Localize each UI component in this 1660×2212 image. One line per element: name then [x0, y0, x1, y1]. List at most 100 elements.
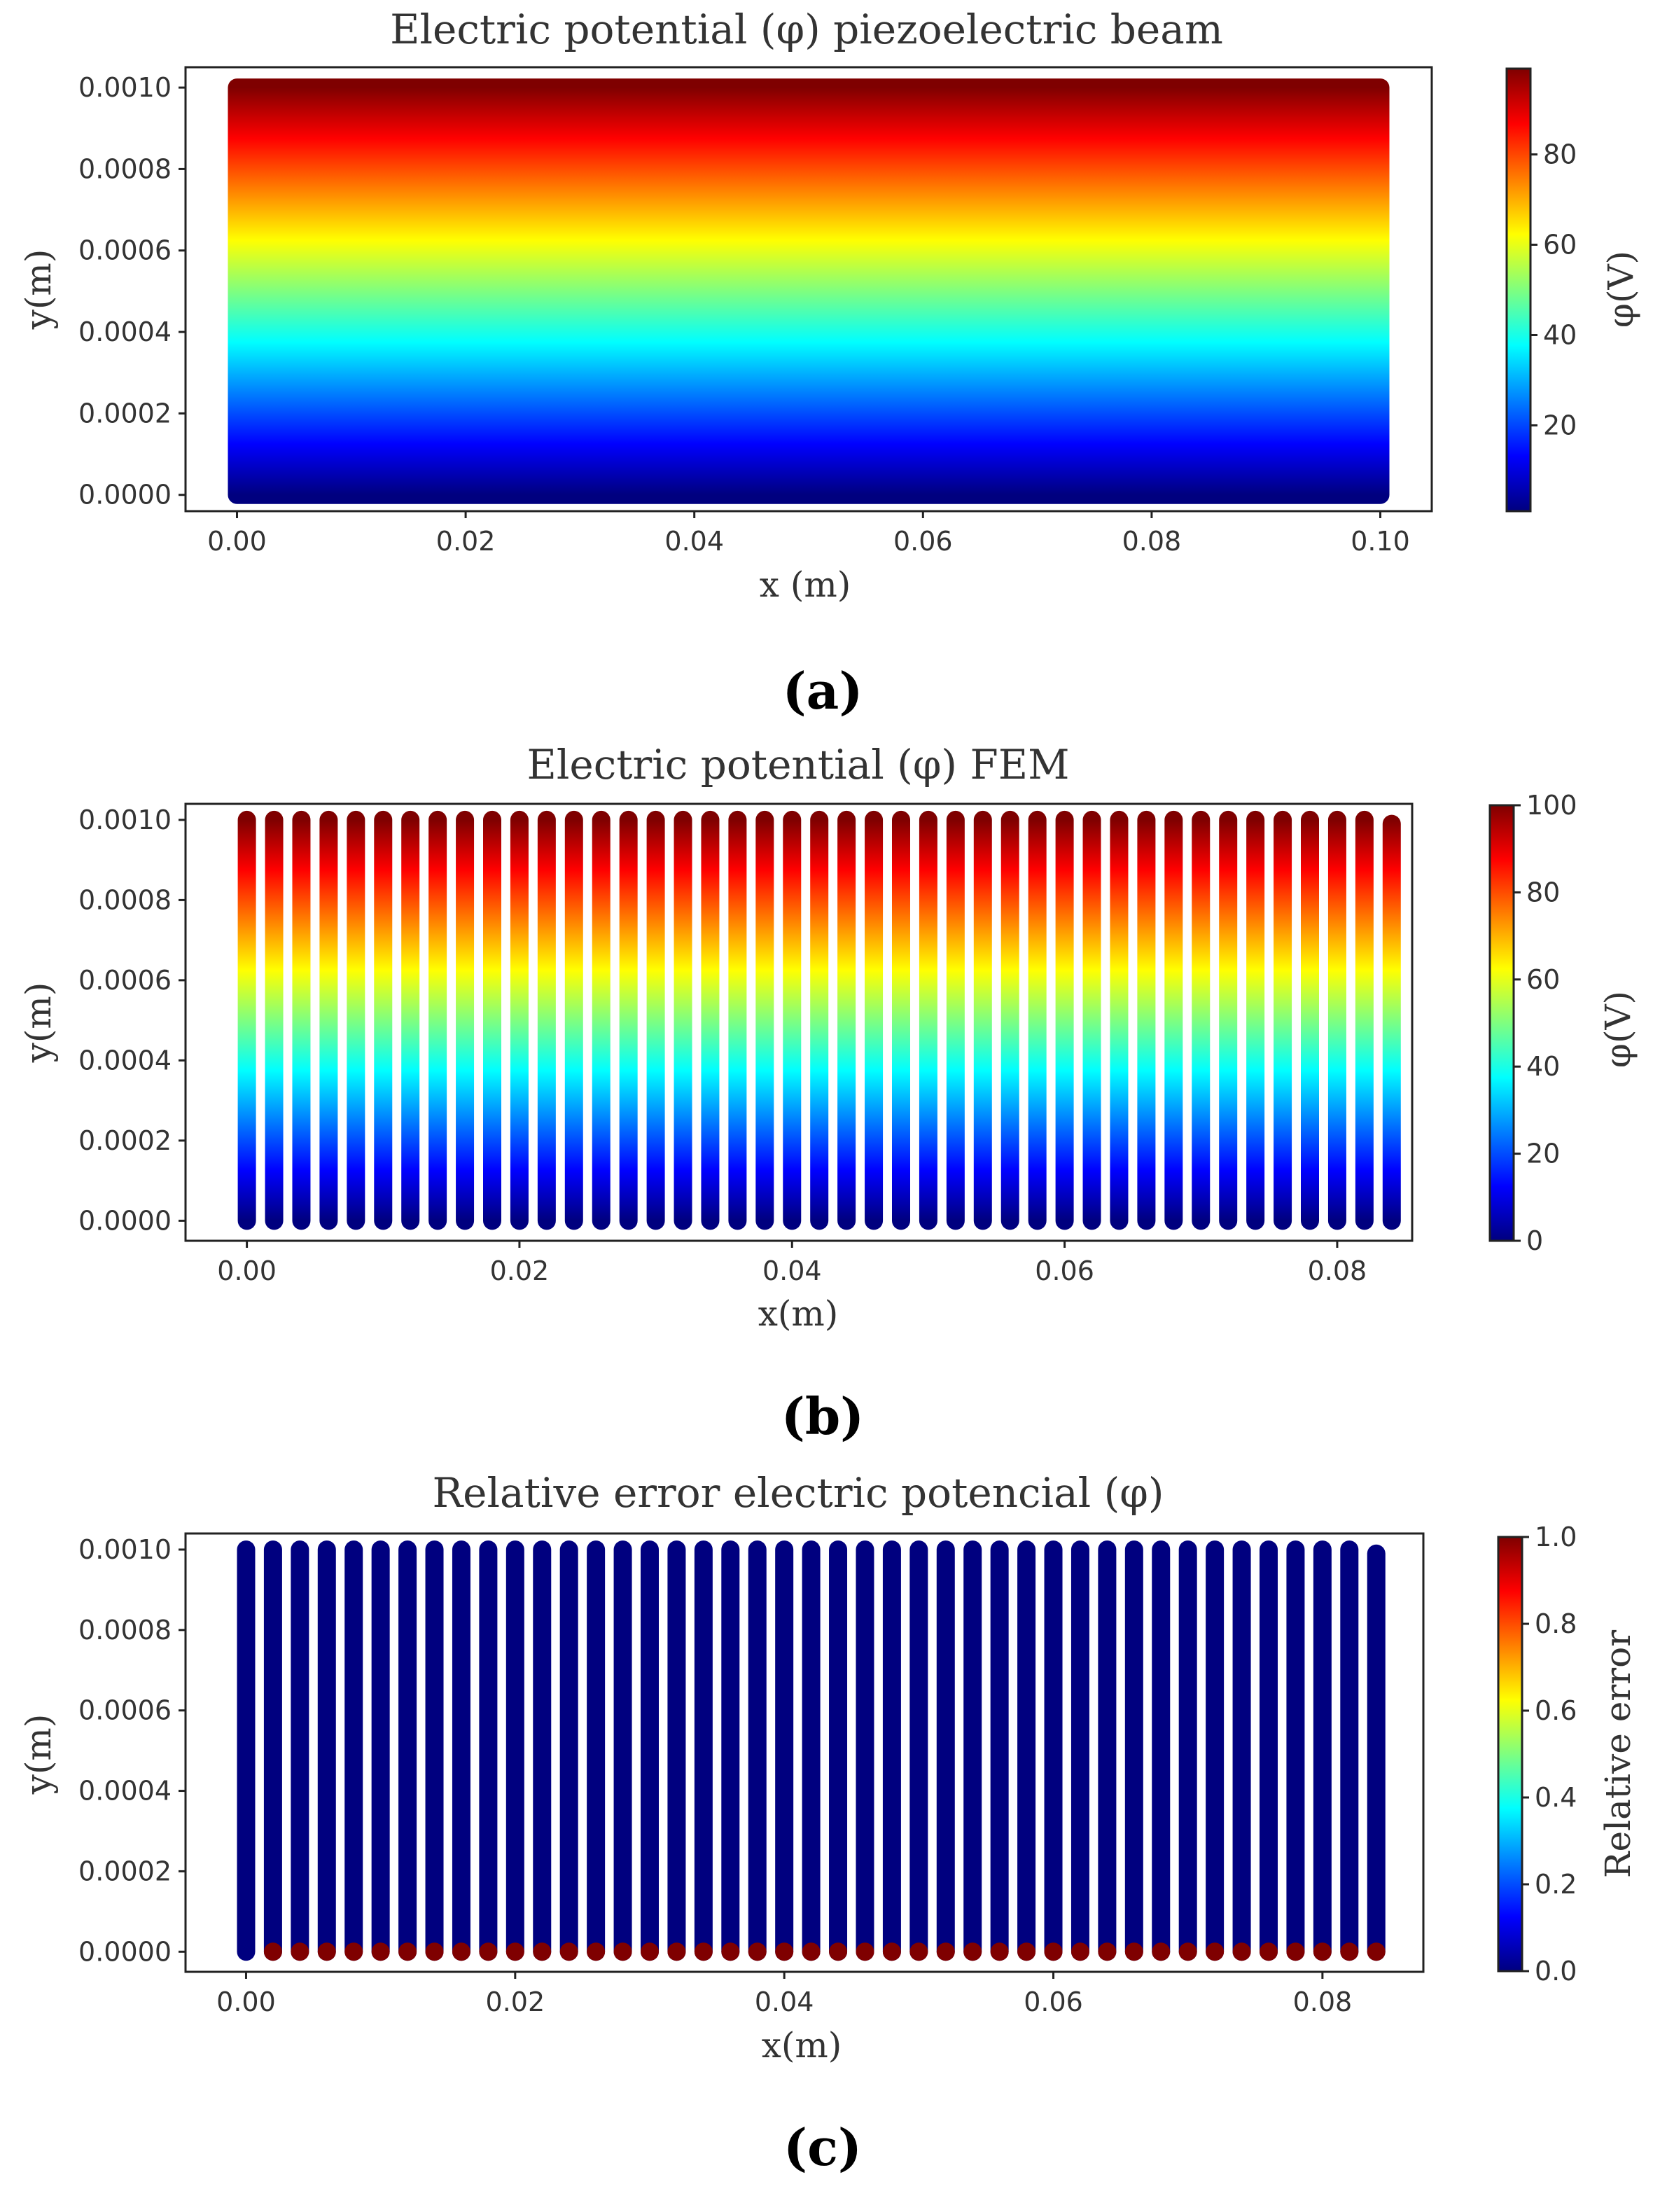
- scatter-column: [1232, 1540, 1251, 1961]
- scatter-point-high-error: [1152, 1942, 1171, 1961]
- scatter-column: [263, 1540, 282, 1961]
- chart-b-plot-frame: [184, 802, 1414, 1242]
- scatter-column: [398, 1540, 417, 1961]
- scatter-point-high-error: [1098, 1942, 1117, 1961]
- scatter-point-high-error: [1044, 1942, 1063, 1961]
- scatter-column: [936, 1540, 955, 1961]
- chart-c-panel-label: (c): [783, 2117, 862, 2177]
- scatter-column: [882, 1540, 901, 1961]
- scatter-column: [1206, 1540, 1225, 1961]
- x-tick-label: 0.04: [762, 1255, 822, 1286]
- y-tick-label: 0.0008: [78, 153, 172, 184]
- chart-a-x-label: x (m): [760, 564, 851, 605]
- scatter-column: [802, 1540, 821, 1961]
- scatter-point-high-error: [721, 1942, 740, 1961]
- scatter-column: [1044, 1540, 1063, 1961]
- colorbar-tick-label: 1.0: [1535, 1522, 1577, 1552]
- scatter-point-high-error: [291, 1942, 309, 1961]
- scatter-point-high-error: [667, 1942, 686, 1961]
- x-tick-label: 0.06: [893, 526, 953, 557]
- x-tick-label: 0.08: [1293, 1987, 1353, 2017]
- x-tick-label: 0.06: [1035, 1255, 1094, 1286]
- y-tick-label: 0.0000: [78, 480, 172, 510]
- chart-c-y-label: y(m): [18, 1714, 59, 1795]
- scatter-column: [1246, 810, 1265, 1230]
- scatter-column: [837, 810, 856, 1230]
- colorbar-tick-label: 0: [1526, 1225, 1543, 1256]
- scatter-point-high-error: [344, 1942, 363, 1961]
- scatter-point-high-error: [587, 1942, 606, 1961]
- colorbar-tick-label: 80: [1543, 139, 1577, 170]
- scatter-column: [401, 810, 420, 1230]
- chart-a-x-ticks: 0.00 0.02 0.04 0.06 0.08 0.10: [207, 511, 1410, 557]
- scatter-column: [856, 1540, 874, 1961]
- y-tick-label: 0.0004: [78, 1045, 172, 1076]
- colorbar-tick-label: 100: [1526, 790, 1577, 821]
- scatter-column: [667, 1540, 686, 1961]
- scatter-column: [1286, 1540, 1305, 1961]
- scatter-point-high-error: [533, 1942, 552, 1961]
- scatter-column: [829, 1540, 848, 1961]
- x-tick-label: 0.04: [664, 526, 724, 557]
- scatter-column: [559, 1540, 578, 1961]
- scatter-column: [1110, 810, 1129, 1230]
- scatter-column: [564, 810, 583, 1230]
- scatter-column: [810, 810, 829, 1230]
- scatter-column: [946, 810, 965, 1230]
- colorbar-tick-label: 0.4: [1535, 1782, 1577, 1813]
- scatter-column: [1017, 1540, 1036, 1961]
- scatter-point-high-error: [1232, 1942, 1251, 1961]
- y-tick-label: 0.0006: [78, 965, 172, 996]
- scatter-column: [456, 810, 475, 1230]
- x-tick-label: 0.06: [1024, 1987, 1083, 2017]
- scatter-column: [701, 810, 720, 1230]
- scatter-column: [619, 810, 638, 1230]
- scatter-point-high-error: [371, 1942, 390, 1961]
- scatter-column: [1152, 1540, 1171, 1961]
- scatter-column: [510, 810, 529, 1230]
- scatter-column: [1382, 814, 1401, 1230]
- chart-b-y-label: y(m): [18, 982, 59, 1064]
- scatter-column: [1301, 810, 1319, 1230]
- colorbar-tick-label: 0.0: [1535, 1956, 1577, 1987]
- scatter-column: [265, 810, 284, 1230]
- scatter-column: [721, 1540, 740, 1961]
- scatter-column: [1098, 1540, 1117, 1961]
- scatter-column: [1000, 810, 1019, 1230]
- chart-b-colorbar-ticks: 0 20 40 60 80 100: [1514, 790, 1577, 1256]
- x-tick-label: 0.02: [490, 1255, 550, 1286]
- scatter-column: [425, 1540, 444, 1961]
- scatter-point-high-error: [317, 1942, 336, 1961]
- scatter-point-high-error: [775, 1942, 794, 1961]
- scatter-column: [1124, 1540, 1143, 1961]
- scatter-column: [646, 810, 665, 1230]
- scatter-column: [291, 1540, 309, 1961]
- scatter-column: [592, 810, 611, 1230]
- x-tick-label: 0.00: [207, 526, 267, 557]
- scatter-point-high-error: [1340, 1942, 1359, 1961]
- scatter-point-high-error: [856, 1942, 874, 1961]
- scatter-point-high-error: [694, 1942, 713, 1961]
- scatter-column: [237, 1540, 256, 1961]
- scatter-column: [374, 810, 393, 1230]
- scatter-point-high-error: [802, 1942, 821, 1961]
- y-tick-label: 0.0004: [78, 317, 172, 347]
- scatter-point-high-error: [263, 1942, 282, 1961]
- chart-a-colorbar-label: φ(V): [1600, 251, 1641, 328]
- chart-b-x-ticks: 0.00 0.02 0.04 0.06 0.08: [217, 1241, 1367, 1286]
- chart-b-title: Electric potential (φ) FEM: [527, 741, 1070, 788]
- scatter-column: [1355, 810, 1374, 1230]
- scatter-column: [479, 1540, 498, 1961]
- y-tick-label: 0.0002: [78, 1856, 172, 1886]
- x-tick-label: 0.02: [436, 526, 496, 557]
- y-tick-label: 0.0010: [78, 1534, 172, 1565]
- scatter-column: [728, 810, 747, 1230]
- scatter-column: [990, 1540, 1009, 1961]
- colorbar-tick-label: 40: [1526, 1051, 1560, 1082]
- x-tick-label: 0.08: [1308, 1255, 1367, 1286]
- scatter-column: [1367, 1544, 1386, 1961]
- chart-b-y-ticks: 0.0000 0.0002 0.0004 0.0006 0.0008 0.0010: [78, 805, 186, 1236]
- scatter-point-high-error: [1313, 1942, 1332, 1961]
- scatter-point-high-error: [479, 1942, 498, 1961]
- scatter-field: [228, 78, 1390, 504]
